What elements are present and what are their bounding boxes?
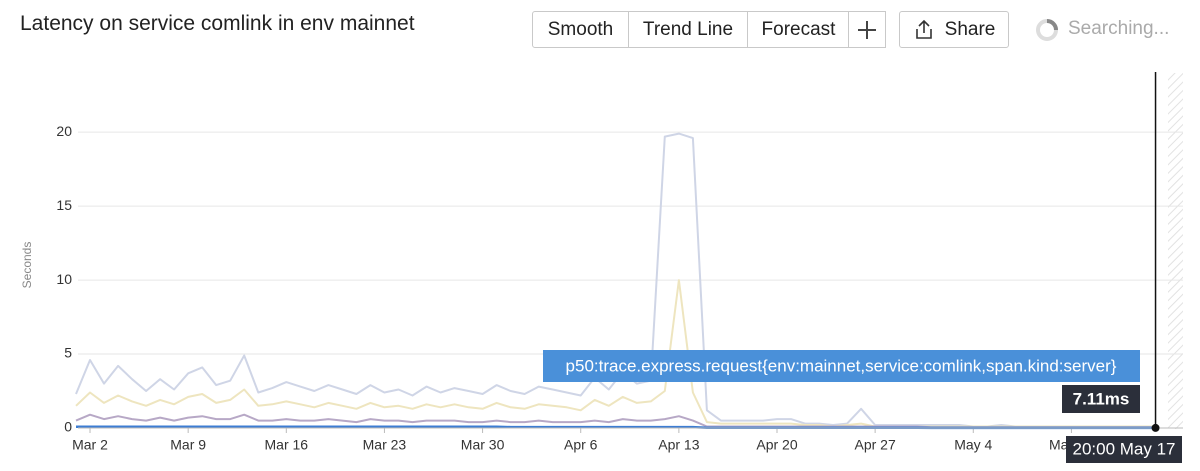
date-tooltip: [1066, 436, 1182, 463]
y-axis-label: Seconds: [20, 242, 34, 289]
series-line: [75, 132, 1156, 428]
x-tick-label: Mar 2: [72, 437, 108, 453]
toolbar-button[interactable]: Forecast: [747, 11, 850, 48]
spinner: [1036, 19, 1058, 41]
series-line: [76, 425, 1156, 430]
x-tick-label: Mar 16: [265, 437, 309, 453]
x-tick-label: Mar 30: [461, 437, 505, 453]
y-tick-label: 15: [56, 197, 72, 213]
x-tick-label: Apr 20: [756, 437, 797, 453]
date-tooltip-text: 20:00 May 17: [1072, 439, 1175, 458]
plus-icon: [858, 20, 876, 39]
x-tick-label: Mar 23: [363, 437, 407, 453]
series-line: [75, 413, 1156, 429]
series-tooltip: [543, 350, 1140, 382]
toolbar-button[interactable]: Smooth: [532, 11, 629, 48]
status-text: Searching...: [1068, 18, 1170, 39]
future-area: [1168, 73, 1183, 429]
x-tick-label: Apr 6: [564, 437, 598, 453]
x-tick-label: Mar 9: [170, 437, 206, 453]
value-tooltip-text: 7.11ms: [1073, 389, 1130, 408]
y-tick-label: 5: [64, 345, 72, 361]
y-tick-label: 20: [56, 123, 72, 139]
share-button[interactable]: Share: [899, 11, 1009, 48]
hover-point: [1151, 423, 1160, 432]
series-line: [75, 279, 1156, 428]
y-tick-label: 0: [64, 419, 72, 435]
y-tick-label: 10: [56, 271, 72, 287]
chart-title: Latency on service comlink in env mainne…: [20, 12, 415, 35]
add-button[interactable]: [848, 11, 886, 48]
x-tick-label: May 11: [1049, 437, 1094, 453]
x-tick-label: Apr 13: [658, 437, 699, 453]
x-tick-label: Apr 27: [855, 437, 896, 453]
series-tooltip-text: p50:trace.express.request{env:mainnet,se…: [566, 356, 1117, 375]
share-icon: [915, 19, 932, 39]
x-tick-label: May 4: [954, 437, 992, 453]
toolbar-button[interactable]: Trend Line: [628, 11, 748, 48]
share-label: Share: [944, 18, 996, 40]
value-tooltip: [1062, 385, 1140, 413]
